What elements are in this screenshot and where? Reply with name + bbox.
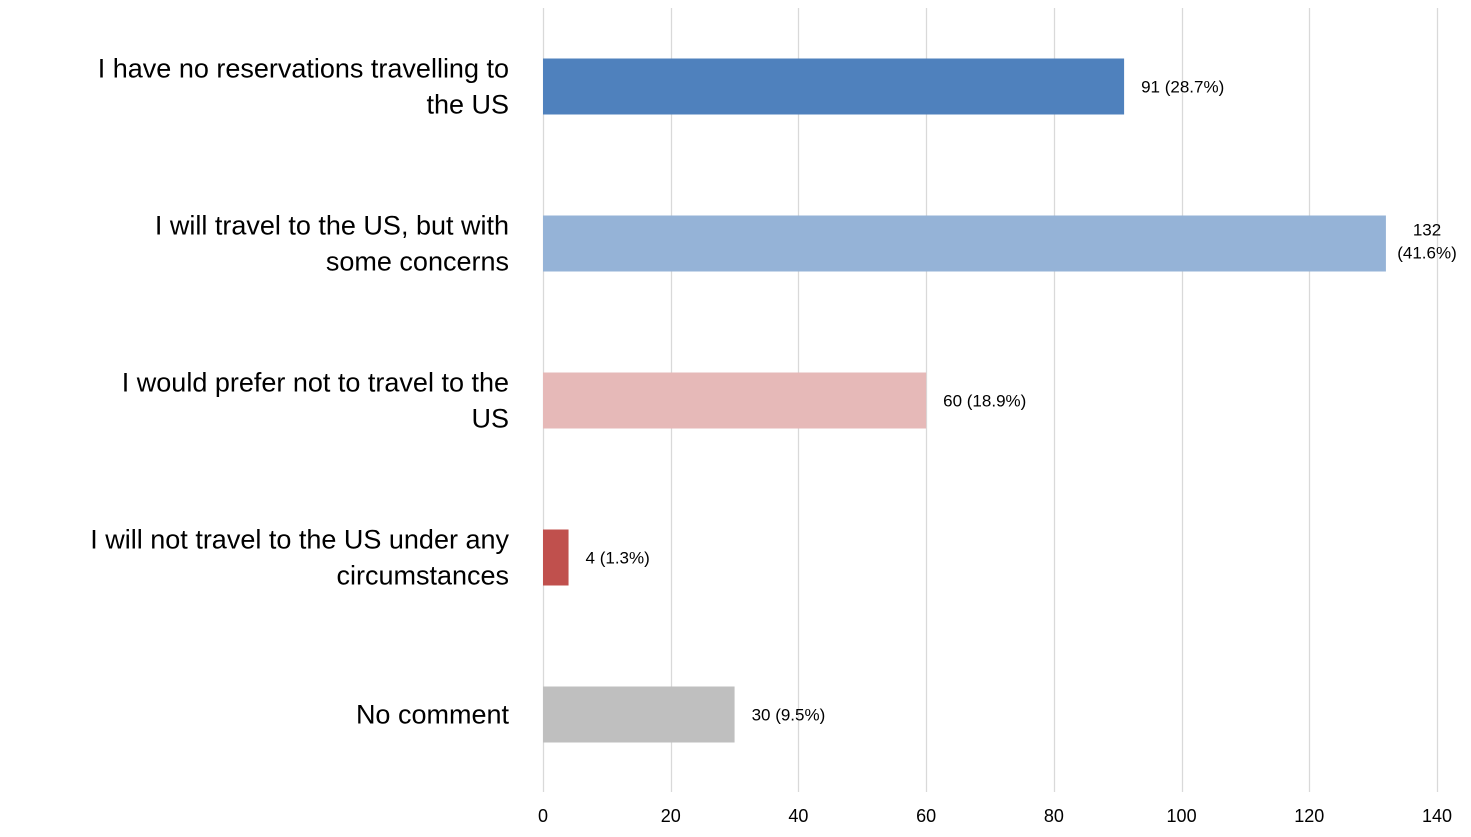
x-tick-label-80: 80 [1044,806,1064,826]
category-label-line: No comment [356,700,510,730]
data-label-4: 30 (9.5%) [752,706,826,725]
x-tick-label-100: 100 [1167,806,1197,826]
x-tick-label-140: 140 [1422,806,1452,826]
category-label-line: I would prefer not to travel to the [122,368,509,398]
x-tick-label-60: 60 [916,806,936,826]
category-labels: I have no reservations travelling to the … [90,54,509,730]
bar-4 [543,686,735,743]
category-label-3: I will not travel to the US under any cir… [90,525,509,591]
x-tick-label-0: 0 [538,806,548,826]
category-label-line: I will not travel to the US under any [90,525,509,555]
bar-2 [543,372,927,429]
bar-1 [543,215,1386,272]
x-tick-label-120: 120 [1294,806,1324,826]
data-label-0: 91 (28.7%) [1141,78,1224,97]
bars [543,58,1386,743]
category-label-line: circumstances [336,561,509,591]
category-label-4: No comment [356,700,510,730]
data-label-2: 60 (18.9%) [943,392,1026,411]
category-label-line: US [471,404,509,434]
x-tick-label-40: 40 [788,806,808,826]
bar-3 [543,529,569,586]
bar-0 [543,58,1125,115]
data-label-1: 132 (41.6%) [1397,221,1457,263]
data-label-3: 4 (1.3%) [586,549,650,568]
category-label-1: I will travel to the US, but with some co… [155,211,509,277]
data-labels: 91 (28.7%) 132 (41.6%) 60 (18.9%) 4 (1.3%) 30… [586,78,1457,725]
category-label-line: I will travel to the US, but with [155,211,509,241]
category-label-line: some concerns [326,247,509,277]
data-label-line: (41.6%) [1397,244,1457,263]
category-label-line: I have no reservations travelling to [98,54,509,84]
data-label-line: 132 [1413,221,1441,240]
category-label-2: I would prefer not to travel to the US [122,368,509,434]
category-label-0: I have no reservations travelling to the … [98,54,509,120]
category-label-line: the US [426,90,509,120]
x-tick-label-20: 20 [661,806,681,826]
x-axis-ticks: 0 20 40 60 80 100 120 140 [538,806,1452,826]
